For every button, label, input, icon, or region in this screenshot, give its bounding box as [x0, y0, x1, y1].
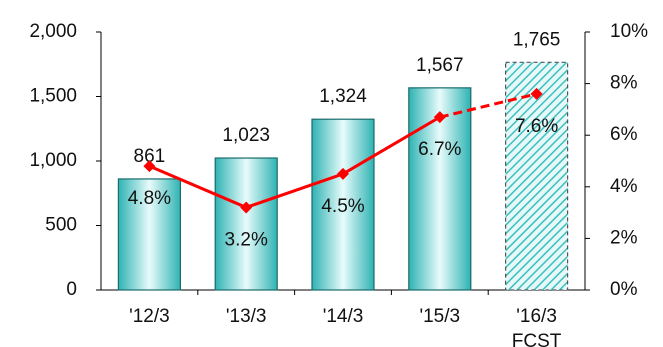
y-tick-label: 1,000 [29, 150, 77, 171]
x-tick-label: '12/3 [129, 306, 170, 327]
bar-value-label: 1,765 [513, 29, 561, 50]
line-segment [148, 164, 247, 209]
y-tick-label: 500 [45, 215, 77, 236]
line-value-label: 6.7% [418, 139, 461, 160]
line-value-label: 3.2% [225, 229, 268, 250]
y-tick-label: 0 [66, 279, 77, 300]
y2-tick-label: 4% [610, 176, 638, 197]
y2-tick-label: 0% [610, 279, 638, 300]
bar [311, 118, 375, 291]
x-tick-note: FCST [512, 331, 562, 347]
bar [117, 178, 182, 291]
bar-value-label: 1,324 [319, 86, 367, 107]
y2-tick-label: 8% [610, 73, 638, 94]
y-tick-label: 2,000 [29, 21, 77, 42]
line-marker [433, 111, 446, 124]
line-value-label: 4.8% [128, 188, 171, 209]
bar-value-label: 1,567 [416, 55, 464, 76]
line-value-label: 4.5% [321, 196, 364, 217]
x-tick-label: '14/3 [323, 306, 364, 327]
bar-value-label: 1,023 [222, 125, 270, 146]
x-tick-label: '13/3 [226, 306, 267, 327]
line-value-label: 7.6% [515, 116, 558, 137]
x-tick-label: '15/3 [419, 306, 460, 327]
x-tick-label: '16/3 [516, 306, 557, 327]
bar-value-label: 861 [134, 146, 166, 167]
y2-tick-label: 2% [610, 227, 638, 248]
line-marker [143, 160, 156, 173]
bar [214, 157, 278, 291]
line-segment [245, 172, 344, 209]
line-marker [530, 87, 543, 100]
line-marker [240, 201, 253, 214]
line-segment [439, 92, 537, 119]
y2-tick-label: 6% [610, 124, 638, 145]
line-segment [342, 115, 441, 176]
line-marker [337, 167, 349, 180]
y2-tick-label: 10% [610, 21, 648, 42]
y-tick-label: 1,500 [29, 86, 77, 107]
